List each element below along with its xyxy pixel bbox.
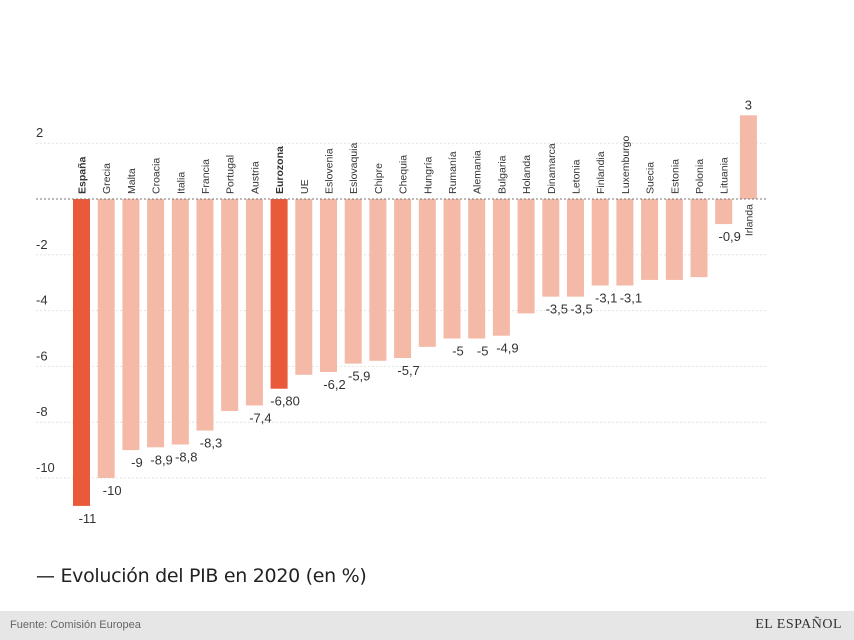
value-label: -3,1 (620, 290, 642, 305)
y-tick-label: -2 (36, 237, 48, 252)
category-label: Croacia (151, 158, 163, 194)
value-label: -7,4 (249, 410, 271, 425)
category-label: Polonia (694, 159, 706, 194)
bar-lituania (715, 199, 733, 225)
category-label: Malta (126, 168, 138, 194)
value-label: -3,5 (546, 302, 568, 317)
category-label: Lituania (719, 157, 731, 194)
value-label: -8,9 (150, 452, 172, 467)
category-label: Eslovenia (324, 148, 336, 194)
chart-title: — Evolución del PIB en 2020 (en %) (36, 565, 367, 587)
bar-croacia (147, 199, 165, 448)
category-label: Finlandia (595, 151, 607, 194)
footer: Fuente: Comisión Europea EL ESPAÑOL (0, 611, 854, 640)
value-label: -5 (452, 344, 464, 359)
bar-letonia (567, 199, 584, 297)
bar-irlanda (739, 115, 757, 199)
bar-chart: 2 -2 -4 -6 -8 -10 España -11 Grecia -10 Malta -9 Cro… (36, 97, 768, 526)
category-label: Eslovaquia (348, 142, 360, 194)
category-label: Eurozona (274, 146, 286, 194)
bar-hungría (418, 199, 436, 347)
bar-malta (122, 199, 140, 451)
category-label: Alemania (472, 150, 484, 194)
value-label: -8,3 (200, 436, 222, 451)
category-label: Bulgaria (496, 155, 508, 194)
category-label: Italia (175, 172, 187, 194)
y-tick-label: 2 (36, 125, 43, 140)
value-label: -0,9 (718, 229, 740, 244)
category-label: Portugal (225, 155, 237, 194)
bar-estonia (665, 199, 683, 280)
category-label: Suecia (645, 162, 657, 194)
value-label: -11 (79, 511, 97, 526)
bar-portugal (221, 199, 239, 412)
bar-eurozona (270, 199, 288, 389)
bar-polonia (690, 199, 708, 278)
bar-chipre (369, 199, 387, 361)
category-label: Luxemburgo (620, 135, 632, 194)
category-label: Chequia (398, 155, 410, 194)
value-label: -5 (477, 344, 489, 359)
bar-alemania (468, 199, 486, 339)
bar-grecia (97, 199, 115, 478)
bar-eslovenia (320, 199, 337, 372)
bar-rumanía (443, 199, 461, 339)
bar-finlandia (591, 199, 609, 286)
value-label: -10 (103, 483, 122, 498)
category-label: Chipre (373, 163, 385, 194)
el-espanol-logo: EL ESPAÑOL (755, 617, 842, 632)
category-label: Holanda (521, 155, 533, 194)
value-label: -9 (131, 455, 143, 470)
category-label: Dinamarca (546, 143, 558, 194)
value-label: 3 (745, 97, 752, 112)
bar-francia (196, 199, 214, 431)
bar-bulgaria (492, 199, 510, 336)
category-label: Irlanda (743, 204, 755, 236)
bar-austria (245, 199, 263, 406)
y-tick-label: -10 (36, 460, 55, 475)
bar-españa (73, 199, 90, 506)
bar-dinamarca (542, 199, 560, 297)
category-label: Austria (249, 161, 261, 194)
chart-title-text: Evolución del PIB en 2020 (en %) (60, 565, 367, 587)
value-label: -5,7 (397, 363, 419, 378)
y-tick-label: -6 (36, 348, 48, 363)
value-label: -5,9 (348, 369, 370, 384)
value-label: -4,9 (496, 341, 518, 356)
value-label: -8,8 (175, 450, 197, 465)
category-label: Grecia (101, 163, 113, 194)
y-tick-label: -4 (36, 293, 48, 308)
category-label: Letonia (571, 159, 583, 194)
value-label: -3,5 (570, 302, 592, 317)
category-label: UE (299, 179, 311, 194)
value-label: -6,2 (323, 377, 345, 392)
bar-italia (171, 199, 189, 445)
bar-chequia (394, 199, 412, 359)
bar-holanda (517, 199, 535, 314)
category-label: Estonia (669, 159, 681, 194)
category-label: Hungría (422, 156, 434, 194)
value-label: -6,80 (270, 394, 300, 409)
source-text: Fuente: Comisión Europea (10, 619, 141, 631)
category-label: Rumanía (447, 151, 459, 194)
bar-luxemburgo (616, 199, 634, 286)
bar-eslovaquia (344, 199, 362, 364)
bar-suecia (641, 199, 659, 280)
y-tick-label: -8 (36, 404, 48, 419)
category-label: España (77, 156, 89, 194)
bar-ue (295, 199, 313, 375)
value-label: -3,1 (595, 290, 617, 305)
category-label: Francia (200, 159, 212, 194)
